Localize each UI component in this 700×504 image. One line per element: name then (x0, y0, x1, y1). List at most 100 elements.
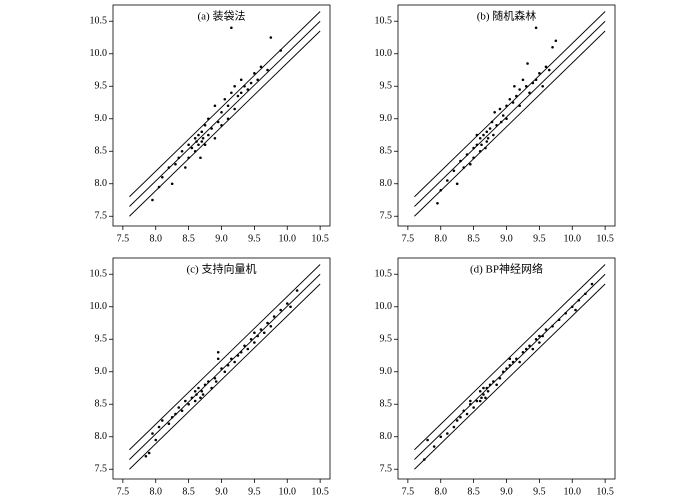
data-point (239, 78, 243, 82)
data-point (144, 454, 148, 458)
data-point (570, 305, 574, 309)
data-point (521, 350, 525, 354)
data-point (511, 101, 515, 104)
data-point (551, 324, 554, 328)
y-tick-label: 9.5 (95, 81, 108, 92)
data-point (174, 162, 177, 166)
x-tick-label: 8.0 (434, 233, 447, 244)
data-point (203, 143, 207, 147)
plot-frame (112, 4, 331, 227)
data-point (478, 399, 482, 403)
data-point (524, 84, 528, 88)
data-point (486, 136, 490, 140)
data-point (482, 393, 485, 396)
data-point (538, 334, 541, 338)
data-point (266, 68, 269, 72)
data-point (246, 347, 250, 351)
data-point (518, 104, 521, 108)
data-point (233, 84, 236, 88)
x-tick-label: 9.0 (215, 486, 228, 497)
data-point (200, 140, 204, 143)
data-point (501, 370, 505, 374)
data-point (564, 311, 567, 315)
data-point (446, 432, 449, 435)
data-point (200, 130, 204, 134)
data-point (213, 104, 217, 108)
data-point (480, 396, 483, 400)
data-point (195, 140, 198, 143)
data-point (197, 133, 200, 137)
data-point (495, 383, 498, 387)
data-point (207, 380, 210, 383)
data-point (193, 399, 197, 403)
data-point (190, 396, 194, 400)
data-point (157, 185, 161, 189)
data-point (230, 357, 233, 361)
data-point (187, 402, 190, 406)
data-point (269, 36, 273, 39)
data-point (469, 399, 472, 403)
x-tick-label: 9.5 (248, 486, 261, 497)
data-point (528, 91, 531, 95)
data-point (544, 328, 548, 331)
data-point (223, 370, 227, 374)
data-point (197, 143, 200, 147)
data-point (432, 445, 436, 448)
data-point (216, 350, 220, 354)
data-point (505, 117, 508, 121)
data-point (541, 334, 544, 338)
data-point (246, 88, 250, 91)
data-point (199, 396, 202, 400)
y-tick-label: 8.5 (380, 146, 393, 157)
x-tick-label: 10.5 (596, 233, 614, 244)
y-tick-label: 7.5 (95, 464, 108, 475)
data-point (499, 120, 503, 124)
x-tick-label: 9.0 (500, 233, 513, 244)
y-tick-label: 10.5 (375, 269, 393, 280)
data-point (439, 435, 443, 439)
data-point (544, 65, 548, 69)
data-point (459, 159, 462, 163)
data-point (161, 175, 164, 179)
reference-line (129, 11, 321, 198)
data-point (482, 386, 485, 390)
x-tick-label: 10.0 (279, 233, 297, 244)
data-point (490, 120, 494, 124)
data-point (475, 133, 479, 137)
reference-line (414, 20, 606, 207)
y-tick-label: 9.5 (380, 81, 393, 92)
panel-title: (c) 支持向量机 (187, 262, 257, 276)
data-point (538, 341, 541, 344)
data-point (187, 143, 190, 147)
data-point (501, 114, 505, 117)
data-point (259, 328, 263, 331)
data-point (177, 406, 181, 409)
x-tick-label: 10.5 (311, 486, 329, 497)
data-point (472, 156, 475, 160)
data-point (154, 438, 158, 442)
data-point (488, 127, 492, 130)
data-point (226, 363, 230, 367)
data-point (574, 308, 577, 312)
data-point (193, 389, 197, 393)
x-tick-label: 7.5 (402, 233, 415, 244)
y-tick-label: 9.0 (95, 366, 108, 377)
data-point (484, 396, 487, 400)
data-point (200, 389, 204, 393)
data-point (492, 380, 495, 383)
x-tick-label: 8.5 (182, 486, 195, 497)
data-point (531, 347, 535, 351)
data-point (557, 318, 561, 322)
data-point (249, 81, 253, 85)
data-point (201, 393, 205, 396)
x-tick-label: 8.5 (182, 233, 195, 244)
reference-line (414, 273, 606, 460)
data-point (239, 91, 243, 95)
data-point (486, 389, 490, 393)
data-point (485, 386, 489, 390)
data-point (203, 123, 207, 127)
data-point (243, 344, 246, 348)
data-point (492, 133, 495, 137)
data-point (577, 298, 581, 302)
data-point (590, 282, 594, 286)
